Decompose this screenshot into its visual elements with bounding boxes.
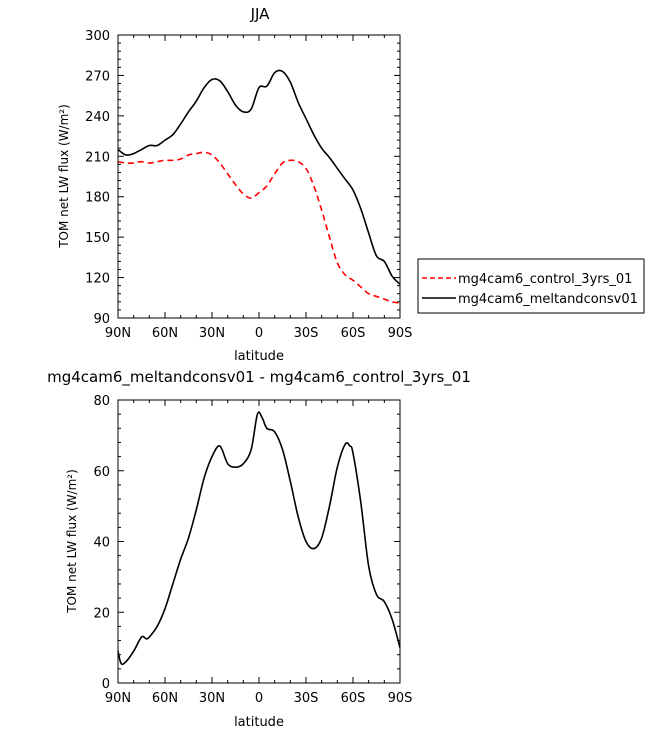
top-x-tick-label: 30S <box>294 326 319 341</box>
bottom-y-tick-label: 40 <box>93 536 110 551</box>
legend-label-melt: mg4cam6_meltandconsv01 <box>458 292 638 307</box>
bottom-x-tick-label: 30N <box>199 691 225 706</box>
top-series-line-0 <box>117 151 401 304</box>
top-chart-legend: mg4cam6_control_3yrs_01 mg4cam6_meltandc… <box>417 258 645 314</box>
top-x-tick-label: 30N <box>199 326 225 341</box>
bottom-y-tick-label: 60 <box>93 465 110 480</box>
top-y-tick-label: 210 <box>85 150 110 165</box>
top-chart-x-axis-label: latitude <box>234 349 284 364</box>
top-y-tick-label: 90 <box>93 312 110 327</box>
bottom-x-tick-label: 60N <box>152 691 178 706</box>
top-series-line-1 <box>117 69 401 285</box>
top-x-tick-label: 90N <box>105 326 131 341</box>
bottom-x-tick-label: 30S <box>294 691 319 706</box>
top-y-tick-label: 180 <box>85 191 110 206</box>
bottom-chart-title: mg4cam6_meltandconsv01 - mg4cam6_control… <box>47 368 471 387</box>
bottom-chart-x-axis-label: latitude <box>234 715 284 730</box>
top-chart-panel: JJA latitude TOM net LW flux (W/m²) 90N 6… <box>57 5 412 364</box>
bottom-series-line-0 <box>117 411 401 666</box>
top-y-tick-label: 300 <box>85 29 110 44</box>
top-x-tick-label: 60S <box>341 326 366 341</box>
bottom-chart-y-axis-label: TOM net LW flux (W/m²) <box>65 469 79 614</box>
top-chart-y-axis-label: TOM net LW flux (W/m²) <box>57 104 71 249</box>
top-x-tick-label: 60N <box>152 326 178 341</box>
top-y-tick-label: 240 <box>85 110 110 125</box>
top-x-tick-label: 0 <box>255 326 263 341</box>
top-chart-title: JJA <box>250 5 271 23</box>
bottom-x-tick-label: 90S <box>388 691 413 706</box>
bottom-y-tick-label: 0 <box>102 677 110 692</box>
top-x-tick-label: 90S <box>388 326 413 341</box>
bottom-x-tick-label: 60S <box>341 691 366 706</box>
legend-label-control: mg4cam6_control_3yrs_01 <box>458 272 632 287</box>
legend-frame <box>417 258 645 314</box>
top-y-tick-label: 150 <box>85 231 110 246</box>
bottom-x-tick-label: 0 <box>255 691 263 706</box>
top-y-tick-label: 120 <box>85 272 110 287</box>
bottom-chart-plot-frame <box>117 399 401 684</box>
bottom-y-tick-label: 20 <box>93 606 110 621</box>
bottom-y-tick-label: 80 <box>93 394 110 409</box>
bottom-chart-panel: mg4cam6_meltandconsv01 - mg4cam6_control… <box>47 368 471 730</box>
top-chart-plot-frame <box>117 34 401 319</box>
top-y-tick-label: 270 <box>85 69 110 84</box>
bottom-x-tick-label: 90N <box>105 691 131 706</box>
